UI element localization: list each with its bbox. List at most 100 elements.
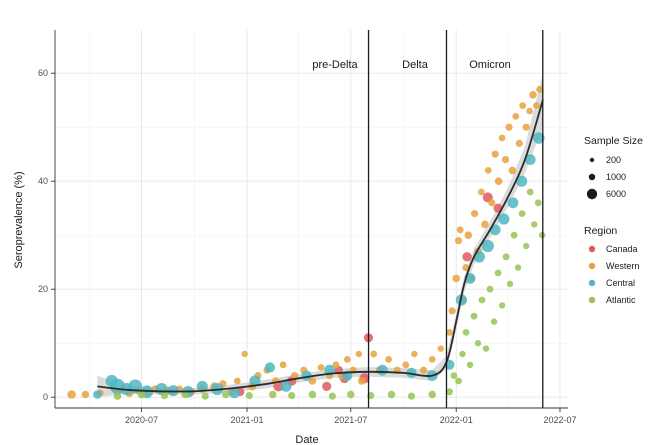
- size-legend-dot: [588, 173, 596, 181]
- x-tick-label: 2020-07: [125, 415, 158, 425]
- point-atlantic: [450, 372, 458, 379]
- point-western: [452, 274, 461, 283]
- region-legend-label: Central: [606, 278, 635, 288]
- size-legend-dot: [586, 188, 598, 200]
- point-central: [229, 387, 240, 399]
- point-atlantic: [518, 210, 526, 218]
- point-western: [357, 377, 366, 385]
- point-western: [498, 134, 506, 142]
- point-western: [481, 220, 489, 229]
- point-atlantic: [523, 242, 530, 250]
- region-legend-dot-central: [588, 279, 596, 287]
- point-western: [317, 364, 325, 371]
- point-western: [291, 372, 299, 380]
- point-western: [526, 107, 533, 115]
- point-western: [464, 231, 473, 239]
- point-atlantic: [181, 390, 189, 399]
- point-central: [280, 381, 292, 392]
- size-legend-label: 200: [606, 155, 621, 165]
- x-tick-label: 2021-07: [334, 415, 367, 425]
- point-atlantic: [498, 302, 506, 309]
- era-boundary-layer: pre-Delta Delta Omicron: [312, 30, 544, 408]
- point-canada: [322, 381, 332, 391]
- point-atlantic: [490, 318, 498, 325]
- y-tick-label: 60: [38, 68, 48, 78]
- point-central: [481, 239, 494, 253]
- point-atlantic: [534, 199, 542, 207]
- point-atlantic: [113, 392, 122, 400]
- point-western: [279, 361, 287, 369]
- point-atlantic: [222, 390, 230, 399]
- plot-background: [55, 30, 568, 408]
- point-western: [484, 167, 492, 174]
- region-legend-dot-atlantic: [588, 296, 596, 304]
- point-central: [406, 367, 417, 378]
- point-atlantic: [387, 390, 396, 399]
- point-western: [81, 390, 90, 399]
- size-legend-label: 1000: [606, 172, 626, 182]
- point-atlantic: [510, 231, 518, 239]
- point-central: [264, 362, 275, 373]
- point-atlantic: [445, 388, 453, 396]
- point-western: [471, 210, 479, 218]
- point-central: [376, 364, 388, 376]
- point-western: [512, 113, 520, 120]
- point-western: [446, 329, 453, 336]
- point-western: [529, 91, 537, 99]
- era-label-omicron: Omicron: [469, 59, 511, 71]
- point-atlantic: [245, 392, 253, 400]
- point-western: [385, 356, 392, 363]
- y-axis-title: Seroprevalence (%): [13, 171, 25, 268]
- point-atlantic: [482, 345, 490, 352]
- point-western: [233, 377, 241, 385]
- size-legend-dot: [589, 157, 595, 163]
- point-western: [501, 156, 510, 164]
- size-legend-title: Sample Size: [584, 135, 643, 147]
- axis-layer: 2020-07 2021-01 2021-07 2022-01 2022-07 0 20 40…: [38, 68, 577, 425]
- point-western: [448, 307, 456, 315]
- point-atlantic: [486, 285, 494, 293]
- region-legend-label: Western: [606, 261, 639, 271]
- point-central: [533, 132, 545, 144]
- x-tick-label: 2022-07: [543, 415, 576, 425]
- point-western: [355, 350, 362, 358]
- point-atlantic: [470, 312, 478, 320]
- smooth-fit-layer: [97, 99, 544, 393]
- point-atlantic: [269, 390, 277, 399]
- region-legend-items: Canada Western Central Atlantic: [588, 244, 639, 305]
- point-western: [67, 390, 76, 399]
- region-legend-label: Canada: [606, 244, 638, 254]
- point-atlantic: [160, 392, 169, 400]
- size-legend-items: 200 1000 6000: [586, 155, 626, 200]
- point-atlantic: [478, 296, 486, 304]
- point-atlantic: [531, 221, 538, 228]
- plot-frame: [54, 30, 568, 409]
- point-western: [308, 377, 317, 385]
- point-western: [508, 166, 517, 175]
- point-atlantic: [137, 390, 146, 399]
- point-central: [93, 390, 102, 399]
- point-atlantic: [407, 392, 416, 400]
- point-central: [498, 213, 510, 225]
- point-western: [536, 85, 544, 93]
- point-western: [533, 102, 540, 109]
- point-atlantic: [308, 390, 317, 399]
- point-western: [462, 264, 470, 272]
- point-central: [249, 375, 261, 387]
- point-western: [420, 366, 428, 374]
- point-atlantic: [506, 280, 514, 287]
- y-tick-label: 40: [38, 176, 48, 186]
- region-legend-dot-western: [588, 262, 596, 270]
- region-legend-dot-canada: [588, 245, 596, 253]
- era-label-delta: Delta: [402, 59, 429, 71]
- point-western: [505, 123, 513, 131]
- point-western: [428, 356, 436, 363]
- point-canada: [462, 252, 472, 262]
- point-atlantic: [474, 340, 482, 347]
- point-atlantic: [466, 361, 474, 368]
- point-western: [515, 139, 523, 147]
- point-atlantic: [462, 329, 470, 336]
- point-atlantic: [514, 264, 522, 271]
- y-tick-label: 20: [38, 284, 48, 294]
